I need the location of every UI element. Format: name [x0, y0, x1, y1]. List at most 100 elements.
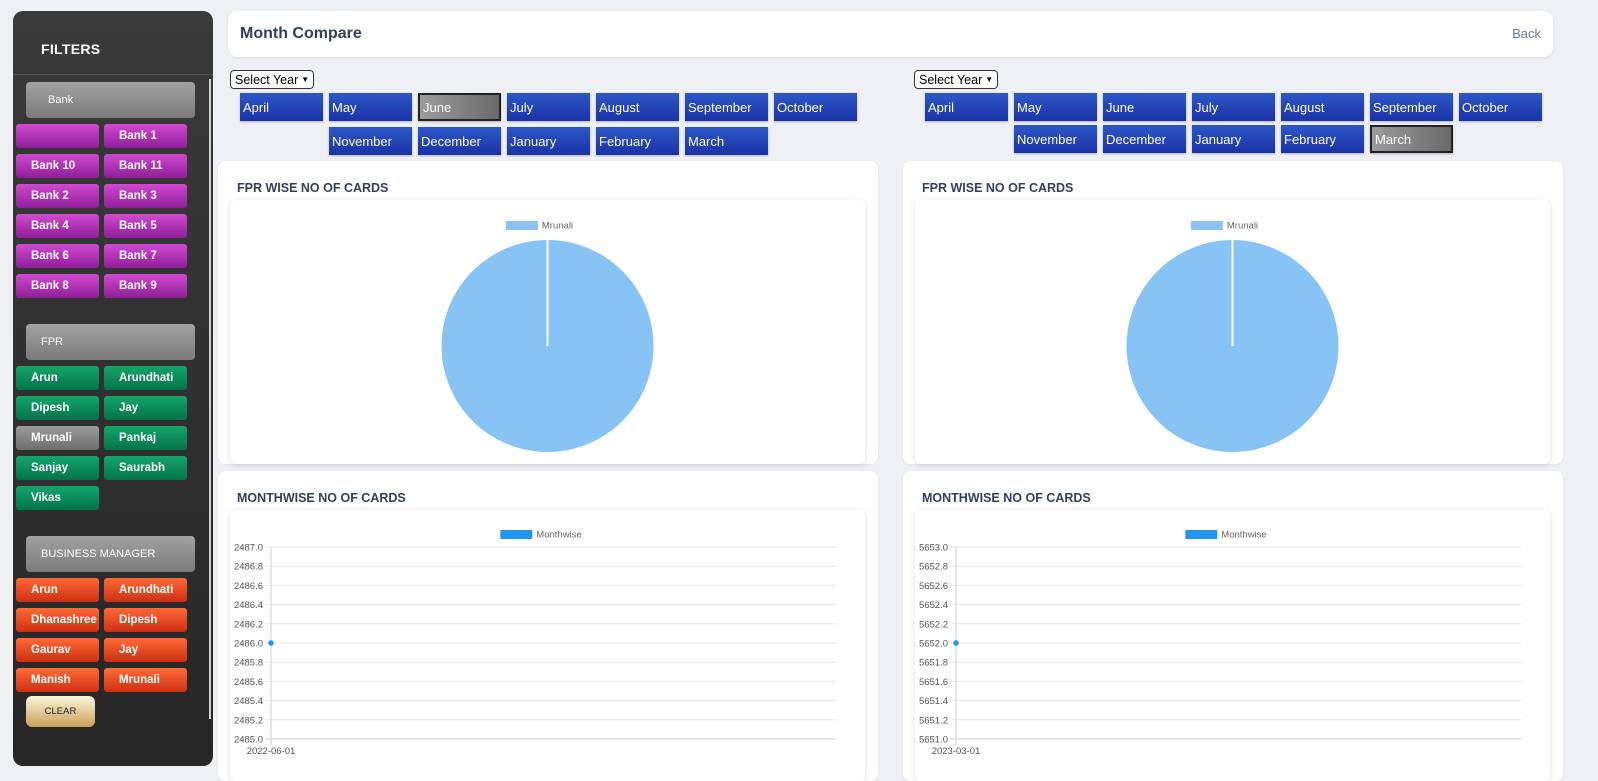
right-fpr-pie-chart: Mrunali	[915, 200, 1550, 464]
bank-chip-bank-1[interactable]: Bank 1	[104, 124, 187, 148]
left-month-november[interactable]: November	[329, 127, 412, 155]
legend-swatch	[500, 530, 533, 539]
right-year-select-value: Select Year	[919, 72, 983, 87]
bank-chip-bank-7[interactable]: Bank 7	[104, 244, 187, 268]
business-manager-chip-mrunali[interactable]: Mrunali	[104, 668, 187, 692]
fpr-chip-arun[interactable]: Arun	[16, 366, 99, 390]
y-tick-label: 2485.0	[234, 735, 263, 746]
business-manager-chip-gaurav[interactable]: Gaurav	[16, 638, 99, 662]
left-monthwise-panel: MONTHWISE NO OF CARDS Monthwise 2487.0 248…	[218, 471, 878, 781]
y-tick-label: 5652.0	[919, 639, 948, 650]
left-month-january[interactable]: January	[507, 127, 590, 155]
right-monthwise-panel-title: MONTHWISE NO OF CARDS	[922, 491, 1091, 505]
right-month-april[interactable]: April	[925, 93, 1008, 121]
fpr-chip-saurabh[interactable]: Saurabh	[104, 456, 187, 480]
fpr-chip-mrunali[interactable]: Mrunali	[16, 426, 99, 450]
back-link[interactable]: Back	[1512, 26, 1541, 41]
bank-chip-bank-3[interactable]: Bank 3	[104, 184, 187, 208]
y-tick-label: 2486.8	[234, 562, 263, 573]
left-month-february[interactable]: February	[596, 127, 679, 155]
business-manager-chip-dhanashree[interactable]: Dhanashree	[16, 608, 99, 632]
left-month-july[interactable]: July	[507, 93, 590, 121]
page-title: Month Compare	[240, 25, 362, 42]
y-tick-label: 5652.2	[919, 619, 948, 630]
right-month-july[interactable]: July	[1192, 93, 1275, 121]
chevron-down-icon: ▼	[301, 75, 310, 84]
bank-chip-bank-6[interactable]: Bank 6	[16, 244, 99, 268]
business-manager-chip-arundhati[interactable]: Arundhati	[104, 578, 187, 602]
y-tick-label: 2485.2	[234, 715, 263, 726]
left-month-october[interactable]: October	[774, 93, 857, 121]
filters-title: FILTERS	[41, 41, 101, 57]
y-tick-label: 5651.0	[919, 735, 948, 746]
fpr-chip-vikas[interactable]: Vikas	[16, 486, 99, 510]
left-month-march[interactable]: March	[685, 127, 768, 155]
legend-label: Monthwise	[536, 530, 581, 541]
legend-swatch	[1185, 530, 1218, 539]
bank-chip-blank[interactable]	[16, 124, 99, 148]
bank-chip-bank-9[interactable]: Bank 9	[104, 274, 187, 298]
fpr-chip-arundhati[interactable]: Arundhati	[104, 366, 187, 390]
left-month-september[interactable]: September	[685, 93, 768, 121]
y-tick-label: 2486.6	[234, 581, 263, 592]
fpr-chip-jay[interactable]: Jay	[104, 396, 187, 420]
fpr-chip-sanjay[interactable]: Sanjay	[16, 456, 99, 480]
right-month-december[interactable]: December	[1103, 125, 1186, 153]
y-tick-label: 5652.6	[919, 581, 948, 592]
right-month-september[interactable]: September	[1370, 93, 1453, 121]
bank-section-header[interactable]: Bank	[26, 82, 195, 118]
left-year-select-value: Select Year	[235, 72, 299, 87]
business-manager-chip-manish[interactable]: Manish	[16, 668, 99, 692]
y-tick-label: 5652.8	[919, 562, 948, 573]
bank-chip-bank-10[interactable]: Bank 10	[16, 154, 99, 178]
y-tick-label: 2485.4	[234, 696, 263, 707]
right-monthwise-panel: MONTHWISE NO OF CARDS Monthwise 5653.0 565…	[903, 471, 1563, 781]
right-month-august[interactable]: August	[1281, 93, 1364, 121]
right-month-november[interactable]: November	[1014, 125, 1097, 153]
y-tick-label: 2485.8	[234, 658, 263, 669]
right-month-february[interactable]: February	[1281, 125, 1364, 153]
bank-chip-bank-5[interactable]: Bank 5	[104, 214, 187, 238]
bank-chip-bank-2[interactable]: Bank 2	[16, 184, 99, 208]
y-tick-label: 5651.8	[919, 658, 948, 669]
fpr-section-header[interactable]: FPR	[26, 324, 195, 360]
y-tick-label: 5653.0	[919, 543, 948, 554]
y-tick-label: 2485.6	[234, 677, 263, 688]
bank-chip-bank-4[interactable]: Bank 4	[16, 214, 99, 238]
left-monthwise-panel-title: MONTHWISE NO OF CARDS	[237, 491, 406, 505]
y-tick-label: 2486.0	[234, 639, 263, 650]
right-year-select[interactable]: Select Year ▼	[914, 70, 999, 89]
right-month-march[interactable]: March	[1370, 125, 1453, 153]
left-month-may[interactable]: May	[329, 93, 412, 121]
right-month-october[interactable]: October	[1459, 93, 1542, 121]
legend-label: Monthwise	[1221, 530, 1266, 541]
business-manager-section-header[interactable]: BUSINESS MANAGER	[26, 536, 195, 572]
sidebar-scrollbar[interactable]	[209, 79, 211, 719]
left-month-december[interactable]: December	[418, 127, 501, 155]
fpr-chip-dipesh[interactable]: Dipesh	[16, 396, 99, 420]
right-fpr-panel-title: FPR WISE NO OF CARDS	[922, 181, 1074, 195]
right-monthwise-line-chart: Monthwise 5653.0 5652.8 5652.6 5652.4 5652.2 5…	[915, 510, 1550, 781]
fpr-chip-pankaj[interactable]: Pankaj	[104, 426, 187, 450]
business-manager-chip-arun[interactable]: Arun	[16, 578, 99, 602]
y-tick-label: 2486.4	[234, 600, 263, 611]
left-month-june[interactable]: June	[418, 93, 501, 121]
left-month-august[interactable]: August	[596, 93, 679, 121]
right-month-january[interactable]: January	[1192, 125, 1275, 153]
business-manager-chip-dipesh[interactable]: Dipesh	[104, 608, 187, 632]
left-monthwise-line-chart: Monthwise 2487.0 2486.8 2486.6 2486.4 2486.2 2…	[230, 510, 865, 781]
right-month-may[interactable]: May	[1014, 93, 1097, 121]
chevron-down-icon: ▼	[985, 75, 994, 84]
right-fpr-panel: FPR WISE NO OF CARDS Mrunali	[903, 161, 1563, 464]
business-manager-chip-jay[interactable]: Jay	[104, 638, 187, 662]
legend-swatch	[505, 221, 538, 230]
left-fpr-pie-chart: Mrunali	[230, 200, 865, 464]
left-year-select[interactable]: Select Year ▼	[230, 70, 315, 89]
bank-chip-bank-8[interactable]: Bank 8	[16, 274, 99, 298]
bank-chip-bank-11[interactable]: Bank 11	[104, 154, 187, 178]
legend-label: Mrunali	[542, 221, 573, 232]
right-month-june[interactable]: June	[1103, 93, 1186, 121]
left-month-april[interactable]: April	[240, 93, 323, 121]
clear-filters-button[interactable]: CLEAR	[26, 696, 95, 727]
